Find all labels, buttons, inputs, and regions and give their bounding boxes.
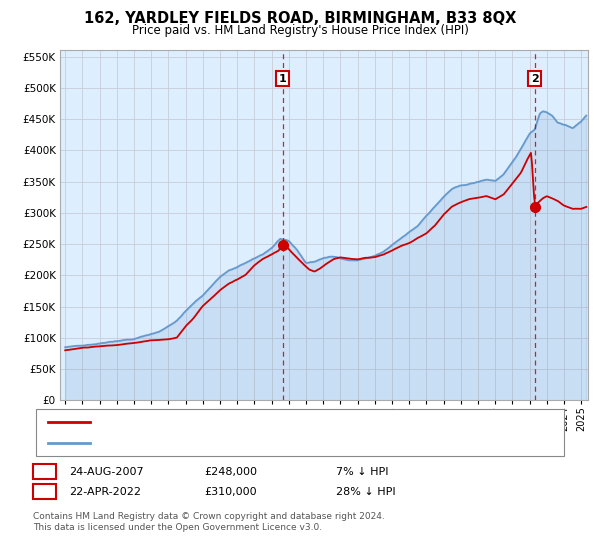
Text: 1: 1 [279,73,287,83]
Text: Contains HM Land Registry data © Crown copyright and database right 2024.
This d: Contains HM Land Registry data © Crown c… [33,512,385,532]
Text: 162, YARDLEY FIELDS ROAD, BIRMINGHAM, B33 8QX: 162, YARDLEY FIELDS ROAD, BIRMINGHAM, B3… [84,11,516,26]
Text: 24-AUG-2007: 24-AUG-2007 [69,466,143,477]
Text: 28% ↓ HPI: 28% ↓ HPI [336,487,395,497]
Text: 162, YARDLEY FIELDS ROAD, BIRMINGHAM, B33 8QX (detached house): 162, YARDLEY FIELDS ROAD, BIRMINGHAM, B3… [99,417,467,427]
Text: 2: 2 [41,487,48,497]
Text: 22-APR-2022: 22-APR-2022 [69,487,141,497]
Text: Price paid vs. HM Land Registry's House Price Index (HPI): Price paid vs. HM Land Registry's House … [131,24,469,36]
Text: HPI: Average price, detached house, Birmingham: HPI: Average price, detached house, Birm… [99,438,356,448]
Text: 2: 2 [531,73,539,83]
Text: 1: 1 [41,466,48,477]
Text: £248,000: £248,000 [204,466,257,477]
Text: 7% ↓ HPI: 7% ↓ HPI [336,466,389,477]
Text: £310,000: £310,000 [204,487,257,497]
